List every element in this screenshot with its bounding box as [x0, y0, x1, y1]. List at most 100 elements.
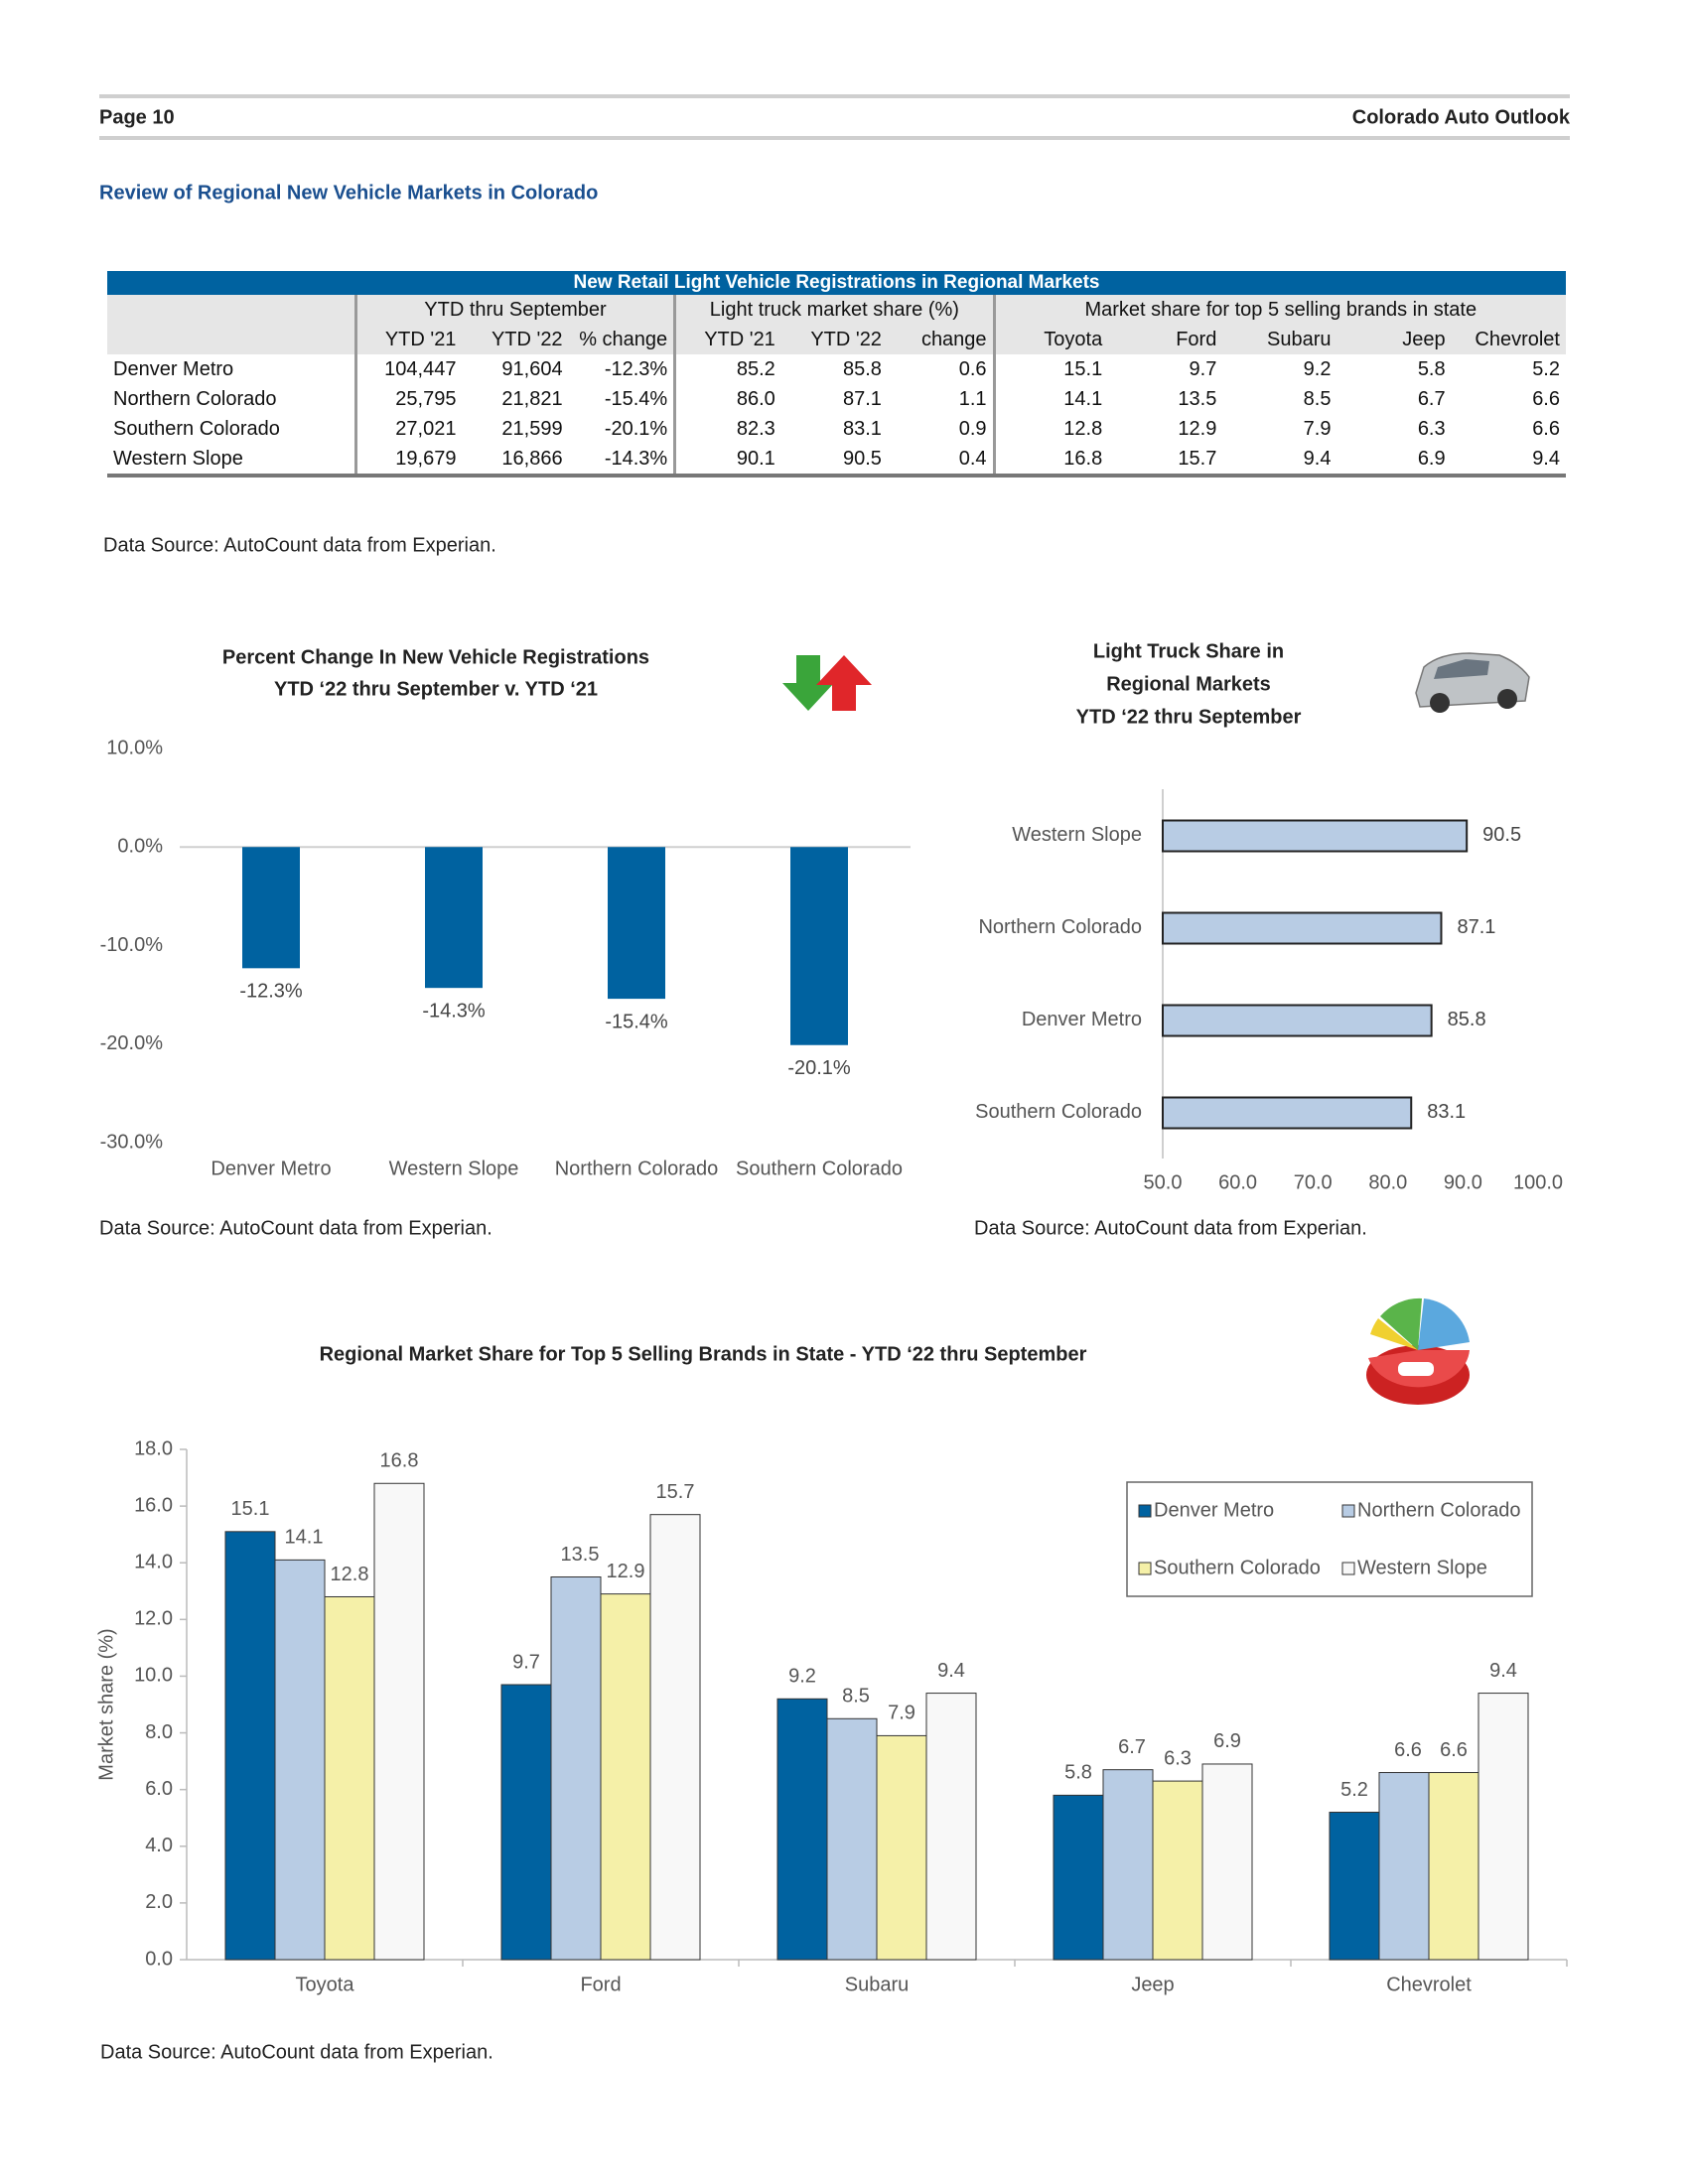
- data-label: 15.7: [656, 1481, 695, 1503]
- x-tick-label: 70.0: [1294, 1171, 1333, 1193]
- table-cell: 7.9: [1303, 417, 1332, 440]
- table-cell: 82.3: [736, 417, 775, 440]
- y-tick-label: 0.0%: [117, 836, 163, 858]
- table-cell: 9.4: [1222, 444, 1337, 478]
- y-tick-label: 4.0: [145, 1835, 173, 1856]
- x-tick-label: 90.0: [1444, 1171, 1482, 1193]
- x-tick-label: Northern Colorado: [555, 1158, 719, 1179]
- row-label: Denver Metro: [107, 354, 357, 384]
- table-cell: 9.4: [1451, 444, 1566, 478]
- data-label: 87.1: [1457, 916, 1495, 938]
- bar: [876, 1734, 927, 1961]
- column-row: YTD '21 YTD '22% change YTD '21 YTD '22 chan…: [107, 325, 1566, 354]
- table-cell: 83.1: [843, 417, 882, 440]
- bar: [649, 1514, 701, 1961]
- data-label: 9.4: [937, 1660, 965, 1682]
- y-tick-label: 18.0: [134, 1437, 173, 1459]
- y-tick-label: Denver Metro: [1022, 1009, 1142, 1030]
- chart-source: Data Source: AutoCount data from Experia…: [99, 1217, 492, 1239]
- table-cell: 85.2: [736, 357, 775, 380]
- bar: [790, 847, 848, 1045]
- data-label: -15.4%: [605, 1011, 668, 1032]
- bar: [826, 1717, 878, 1961]
- data-label: 9.4: [1489, 1660, 1517, 1682]
- column-header: Ford: [1108, 325, 1223, 354]
- legend-label: Western Slope: [1357, 1557, 1487, 1578]
- table-cell: 5.8: [1417, 357, 1446, 380]
- table-cell: 0.4: [887, 444, 996, 478]
- table-cell: 0.9: [887, 414, 996, 444]
- chart-title: YTD ‘22 thru September v. YTD ‘21: [274, 678, 598, 700]
- bar: [1162, 819, 1469, 853]
- y-tick-label: 8.0: [145, 1721, 173, 1743]
- data-label: 90.5: [1482, 824, 1521, 846]
- bar: [1201, 1763, 1253, 1961]
- table-cell: 90.1: [674, 444, 781, 478]
- bar: [224, 1531, 276, 1961]
- y-tick-label: 6.0: [145, 1778, 173, 1800]
- bar: [274, 1559, 326, 1961]
- data-label: 9.2: [788, 1666, 816, 1688]
- y-tick-label: Northern Colorado: [978, 916, 1142, 938]
- y-tick-label: -10.0%: [100, 934, 164, 956]
- y-tick-label: 16.0: [134, 1494, 173, 1516]
- table-source: Data Source: AutoCount data from Experia…: [103, 534, 496, 556]
- data-label: 12.9: [607, 1561, 645, 1582]
- car-icon: [1415, 652, 1530, 713]
- table-cell: 19,679: [355, 444, 463, 478]
- column-header: Subaru: [1222, 325, 1337, 354]
- y-tick-label: 10.0: [134, 1665, 173, 1687]
- column-header: YTD '22: [462, 325, 569, 354]
- column-header: YTD '22: [780, 325, 888, 354]
- data-label: 6.3: [1164, 1747, 1192, 1769]
- data-label: 16.8: [380, 1450, 419, 1472]
- chart-title: Light Truck Share in: [1093, 640, 1284, 662]
- x-tick-label: 100.0: [1513, 1171, 1563, 1193]
- table-cell: 6.6: [1532, 387, 1560, 410]
- bar: [1477, 1693, 1529, 1961]
- bar: [1053, 1794, 1104, 1961]
- legend-label: Denver Metro: [1154, 1499, 1274, 1521]
- legend-swatch: [1138, 1562, 1152, 1575]
- column-header: Jeep: [1336, 325, 1452, 354]
- bar: [1378, 1772, 1430, 1961]
- header-blank: [107, 295, 357, 325]
- data-label: -20.1%: [787, 1057, 851, 1079]
- chart-title: Percent Change In New Vehicle Registrati…: [222, 646, 649, 668]
- table-cell: 27,021: [395, 417, 457, 440]
- legend-label: Northern Colorado: [1357, 1499, 1521, 1521]
- page-number: Page 10: [99, 106, 175, 128]
- data-label: 6.9: [1213, 1730, 1241, 1752]
- data-label: 5.8: [1064, 1762, 1092, 1784]
- table-cell: 13.5: [1178, 387, 1217, 410]
- page-title: Review of Regional New Vehicle Markets i…: [99, 182, 598, 204]
- data-label: 8.5: [842, 1686, 870, 1707]
- table-cell: 91,604: [501, 357, 563, 380]
- table-cell: 21,821: [501, 387, 563, 410]
- table-cell: 25,795: [395, 387, 457, 410]
- table-cell: -14.3%: [568, 444, 677, 478]
- table-cell: 6.3: [1417, 417, 1446, 440]
- chart-title: Regional Market Share for Top 5 Selling …: [320, 1343, 1087, 1365]
- data-table: New Retail Light Vehicle Registrations i…: [107, 271, 1566, 478]
- table-cell: 14.1: [1063, 387, 1103, 410]
- bar: [1152, 1780, 1203, 1961]
- group-row: YTD thru September Light truck market sha…: [107, 295, 1566, 325]
- data-label: 6.6: [1394, 1739, 1422, 1761]
- table-cell: -12.3%: [568, 354, 677, 384]
- data-label: 85.8: [1448, 1009, 1486, 1030]
- table-cell: 12.9: [1178, 417, 1217, 440]
- x-tick-label: Denver Metro: [211, 1158, 331, 1179]
- table-cell: 6.7: [1417, 387, 1446, 410]
- chart-source: Data Source: AutoCount data from Experia…: [100, 2041, 493, 2063]
- table-row: Denver Metro 104,447 91,604 -12.3% 85.2 85.8 0…: [107, 354, 1566, 384]
- y-tick-label: Southern Colorado: [975, 1101, 1142, 1123]
- data-label: 12.8: [331, 1564, 369, 1585]
- chart-title: YTD ‘22 thru September: [1076, 706, 1302, 728]
- table-cell: 87.1: [843, 387, 882, 410]
- table-cell: 15.7: [1108, 444, 1223, 478]
- legend-label: Southern Colorado: [1154, 1557, 1321, 1578]
- y-tick-label: 14.0: [134, 1552, 173, 1573]
- x-tick-label: 50.0: [1144, 1171, 1183, 1193]
